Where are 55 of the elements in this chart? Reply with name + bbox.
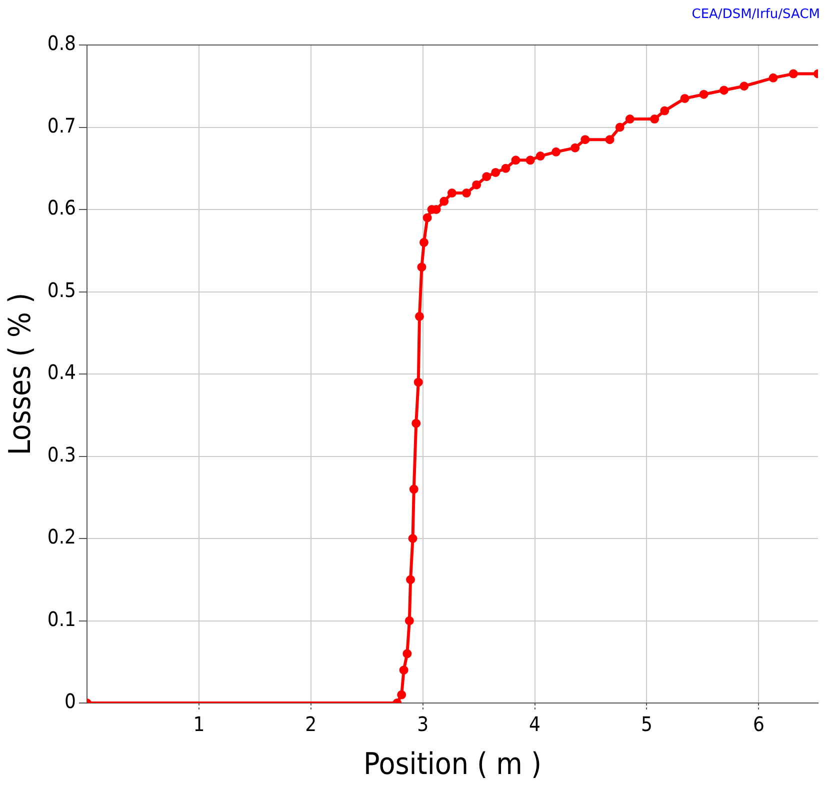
point	[605, 135, 614, 144]
x-tick-label: 6	[752, 712, 764, 736]
point	[580, 135, 590, 144]
point	[412, 418, 421, 428]
point	[615, 122, 624, 132]
point	[570, 143, 580, 152]
y-tick-label: 0.6	[47, 196, 76, 220]
y-tick-label: 0.3	[47, 442, 76, 466]
point	[511, 156, 520, 165]
point	[414, 312, 424, 321]
y-axis-title: Losses ( % )	[2, 292, 38, 456]
point	[404, 616, 414, 626]
point	[660, 106, 670, 116]
point	[536, 152, 545, 161]
point	[552, 147, 561, 156]
point	[788, 69, 798, 78]
y-tick-label: 0	[64, 689, 76, 714]
x-axis-title: Position ( m )	[363, 746, 542, 782]
point	[462, 188, 471, 198]
y-tick-label: 0.5	[47, 278, 76, 302]
point	[472, 180, 482, 190]
point	[422, 213, 432, 222]
point	[501, 164, 510, 173]
point	[409, 484, 418, 494]
text: CEA/DSM/Irfu/SACM	[692, 6, 820, 22]
y-tick-label: 0.2	[47, 524, 76, 549]
y-tick-label: 0.8	[47, 31, 76, 56]
point	[397, 690, 406, 700]
x-tick-label: 4	[529, 712, 541, 736]
point	[440, 196, 449, 206]
x-tick-label: 2	[305, 712, 317, 736]
point	[408, 534, 418, 543]
point	[526, 156, 535, 165]
point	[406, 575, 416, 584]
point	[402, 649, 412, 658]
point	[482, 172, 492, 182]
y-tick-label: 0.7	[47, 113, 76, 138]
point	[768, 73, 778, 82]
x-tick-label: 5	[641, 712, 652, 736]
point	[719, 86, 728, 95]
point	[491, 168, 500, 177]
point	[650, 114, 660, 124]
x-tick-label: 1	[193, 712, 205, 736]
point	[414, 378, 423, 387]
y-tick-label: 0.4	[47, 360, 76, 384]
point	[625, 114, 634, 124]
point	[419, 238, 428, 247]
x-tick-label: 3	[417, 712, 429, 736]
point	[699, 90, 708, 99]
y-tick-label: 0.1	[47, 606, 76, 631]
point	[399, 666, 408, 675]
point	[447, 188, 456, 198]
point	[740, 82, 749, 91]
point	[417, 262, 426, 272]
point	[680, 94, 690, 103]
